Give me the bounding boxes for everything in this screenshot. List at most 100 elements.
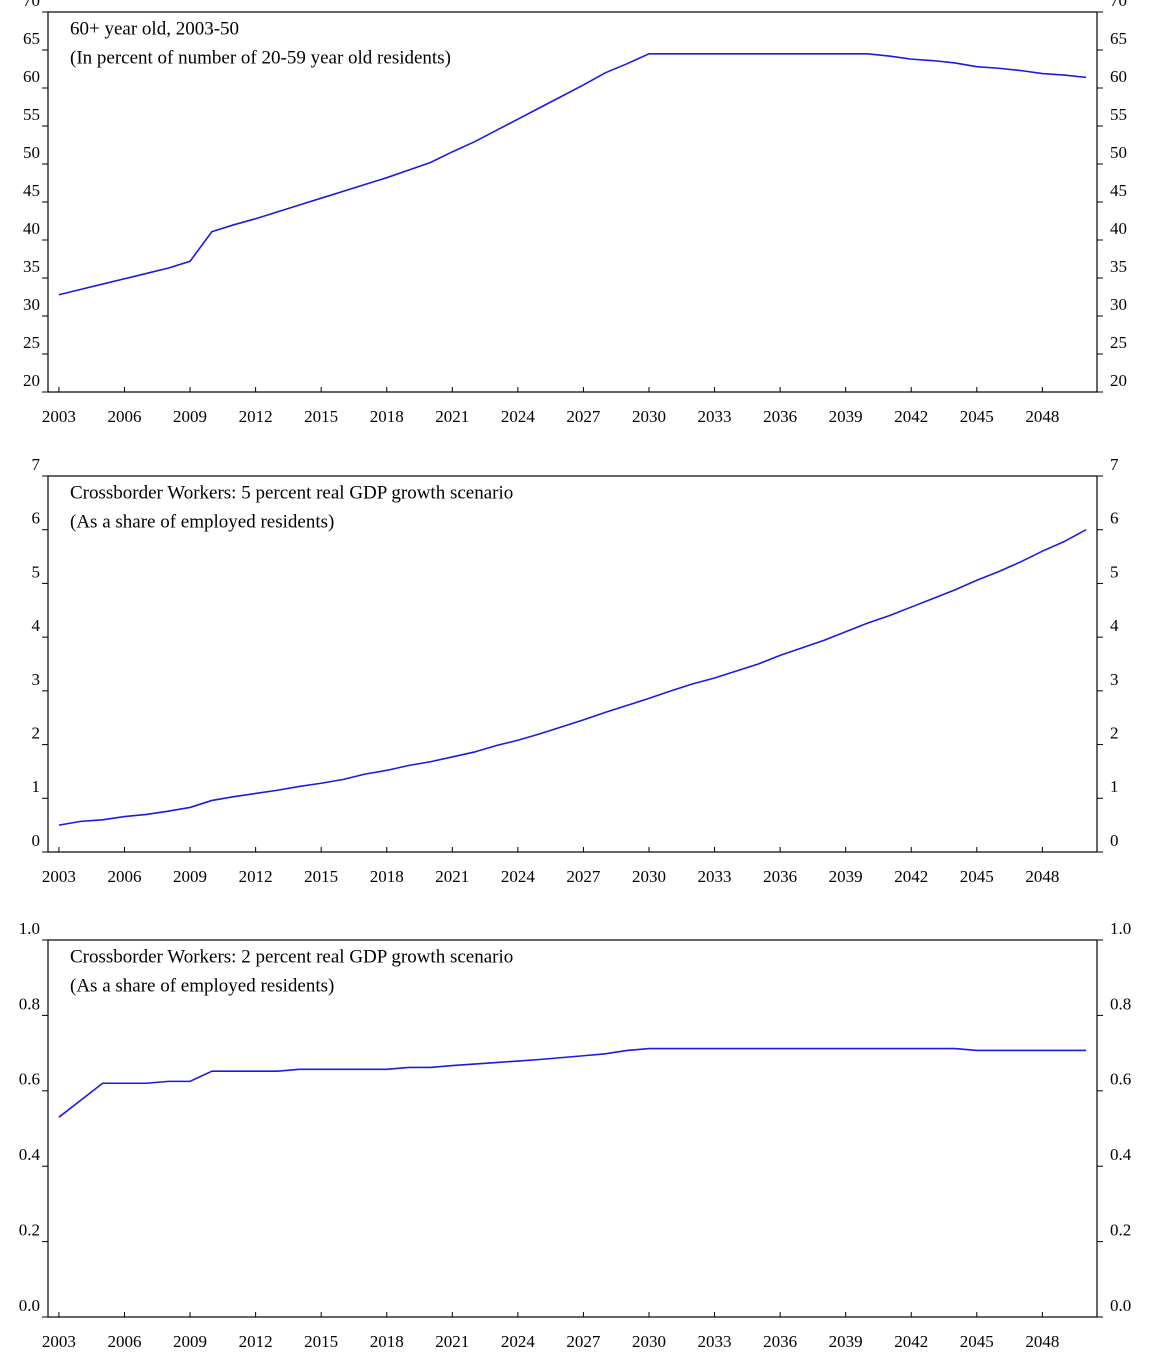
chart-subtitle: (As a share of employed residents) (70, 511, 334, 532)
plot-frame (47, 11, 1098, 393)
x-tick-label: 2021 (435, 867, 469, 886)
x-tick-label: 2039 (829, 407, 863, 426)
y2-tick-label: 0.2 (1110, 1221, 1131, 1240)
x-tick-label: 2048 (1025, 407, 1059, 426)
x-tick-label: 2048 (1025, 867, 1059, 886)
y-tick-label: 55 (23, 105, 40, 124)
x-tick-label: 2042 (894, 1332, 928, 1351)
x-tick-label: 2006 (107, 867, 141, 886)
x-tick-label: 2003 (42, 407, 76, 426)
x-tick-label: 2003 (42, 1332, 76, 1351)
y2-tick-label: 6 (1110, 509, 1119, 528)
y2-tick-label: 3 (1110, 670, 1119, 689)
y-tick-label: 20 (23, 371, 40, 390)
x-tick-label: 2045 (960, 407, 994, 426)
y2-tick-label: 0.6 (1110, 1070, 1131, 1089)
x-tick-label: 2033 (698, 407, 732, 426)
x-tick-label: 2003 (42, 867, 76, 886)
x-tick-label: 2015 (304, 407, 338, 426)
x-tick-label: 2030 (632, 407, 666, 426)
y-tick-label: 70 (23, 0, 40, 10)
y2-tick-label: 0.0 (1110, 1296, 1131, 1315)
y-tick-label: 3 (32, 670, 41, 689)
y-tick-label: 35 (23, 257, 40, 276)
y2-tick-label: 35 (1110, 257, 1127, 276)
y-tick-label: 5 (32, 562, 41, 581)
x-tick-label: 2024 (501, 1332, 536, 1351)
y-tick-label: 30 (23, 295, 40, 314)
x-tick-label: 2018 (370, 407, 404, 426)
y-tick-label: 0 (32, 831, 41, 850)
y-tick-label: 7 (32, 455, 41, 474)
y-tick-label: 0.0 (19, 1296, 40, 1315)
y-tick-label: 0.8 (19, 994, 40, 1013)
y-tick-label: 6 (32, 509, 41, 528)
y2-tick-label: 1.0 (1110, 919, 1131, 938)
x-tick-label: 2024 (501, 867, 536, 886)
x-tick-label: 2027 (566, 407, 601, 426)
y2-tick-label: 4 (1110, 616, 1119, 635)
plot-frame (47, 475, 1098, 853)
y-tick-label: 1 (32, 777, 41, 796)
y2-tick-label: 30 (1110, 295, 1127, 314)
x-tick-label: 2045 (960, 867, 994, 886)
y-tick-label: 0.6 (19, 1070, 40, 1089)
y-tick-label: 50 (23, 143, 40, 162)
y2-tick-label: 0 (1110, 831, 1119, 850)
x-tick-label: 2042 (894, 867, 928, 886)
y2-tick-label: 70 (1110, 0, 1127, 10)
x-tick-label: 2036 (763, 867, 797, 886)
x-tick-label: 2006 (107, 1332, 141, 1351)
x-tick-label: 2021 (435, 407, 469, 426)
chart-subtitle: (In percent of number of 20-59 year old … (70, 47, 451, 68)
y-tick-label: 4 (32, 616, 41, 635)
x-tick-label: 2027 (566, 867, 601, 886)
y-tick-label: 25 (23, 333, 40, 352)
x-tick-label: 2009 (173, 867, 207, 886)
y-tick-label: 0.4 (19, 1145, 41, 1164)
x-tick-label: 2036 (763, 407, 797, 426)
y-tick-label: 45 (23, 181, 40, 200)
y2-tick-label: 40 (1110, 219, 1127, 238)
chart-title: Crossborder Workers: 5 percent real GDP … (70, 482, 513, 503)
y2-tick-label: 5 (1110, 562, 1119, 581)
x-tick-label: 2027 (566, 1332, 601, 1351)
x-tick-label: 2036 (763, 1332, 797, 1351)
x-tick-label: 2012 (239, 1332, 273, 1351)
y-tick-label: 65 (23, 29, 40, 48)
x-tick-label: 2006 (107, 407, 141, 426)
x-tick-label: 2009 (173, 407, 207, 426)
x-tick-label: 2018 (370, 867, 404, 886)
x-tick-label: 2030 (632, 867, 666, 886)
x-tick-label: 2012 (239, 407, 273, 426)
y2-tick-label: 20 (1110, 371, 1127, 390)
y2-tick-label: 55 (1110, 105, 1127, 124)
x-tick-label: 2033 (698, 867, 732, 886)
x-tick-label: 2042 (894, 407, 928, 426)
y-tick-label: 1.0 (19, 919, 40, 938)
x-tick-label: 2021 (435, 1332, 469, 1351)
x-tick-label: 2039 (829, 1332, 863, 1351)
x-tick-label: 2048 (1025, 1332, 1059, 1351)
y-tick-label: 40 (23, 219, 40, 238)
y-tick-label: 0.2 (19, 1221, 40, 1240)
x-tick-label: 2012 (239, 867, 273, 886)
y2-tick-label: 45 (1110, 181, 1127, 200)
chart-title: Crossborder Workers: 2 percent real GDP … (70, 946, 513, 967)
y2-tick-label: 0.4 (1110, 1145, 1132, 1164)
x-tick-label: 2039 (829, 867, 863, 886)
plot-frame (47, 939, 1098, 1318)
y2-tick-label: 50 (1110, 143, 1127, 162)
x-tick-label: 2033 (698, 1332, 732, 1351)
y2-tick-label: 25 (1110, 333, 1127, 352)
chart-title: 60+ year old, 2003-50 (70, 18, 239, 39)
y2-tick-label: 2 (1110, 723, 1119, 742)
x-tick-label: 2018 (370, 1332, 404, 1351)
x-tick-label: 2015 (304, 1332, 338, 1351)
data-line (58, 529, 1087, 826)
y2-tick-label: 60 (1110, 67, 1127, 86)
y2-tick-label: 1 (1110, 777, 1119, 796)
y2-tick-label: 7 (1110, 455, 1119, 474)
y2-tick-label: 0.8 (1110, 994, 1131, 1013)
